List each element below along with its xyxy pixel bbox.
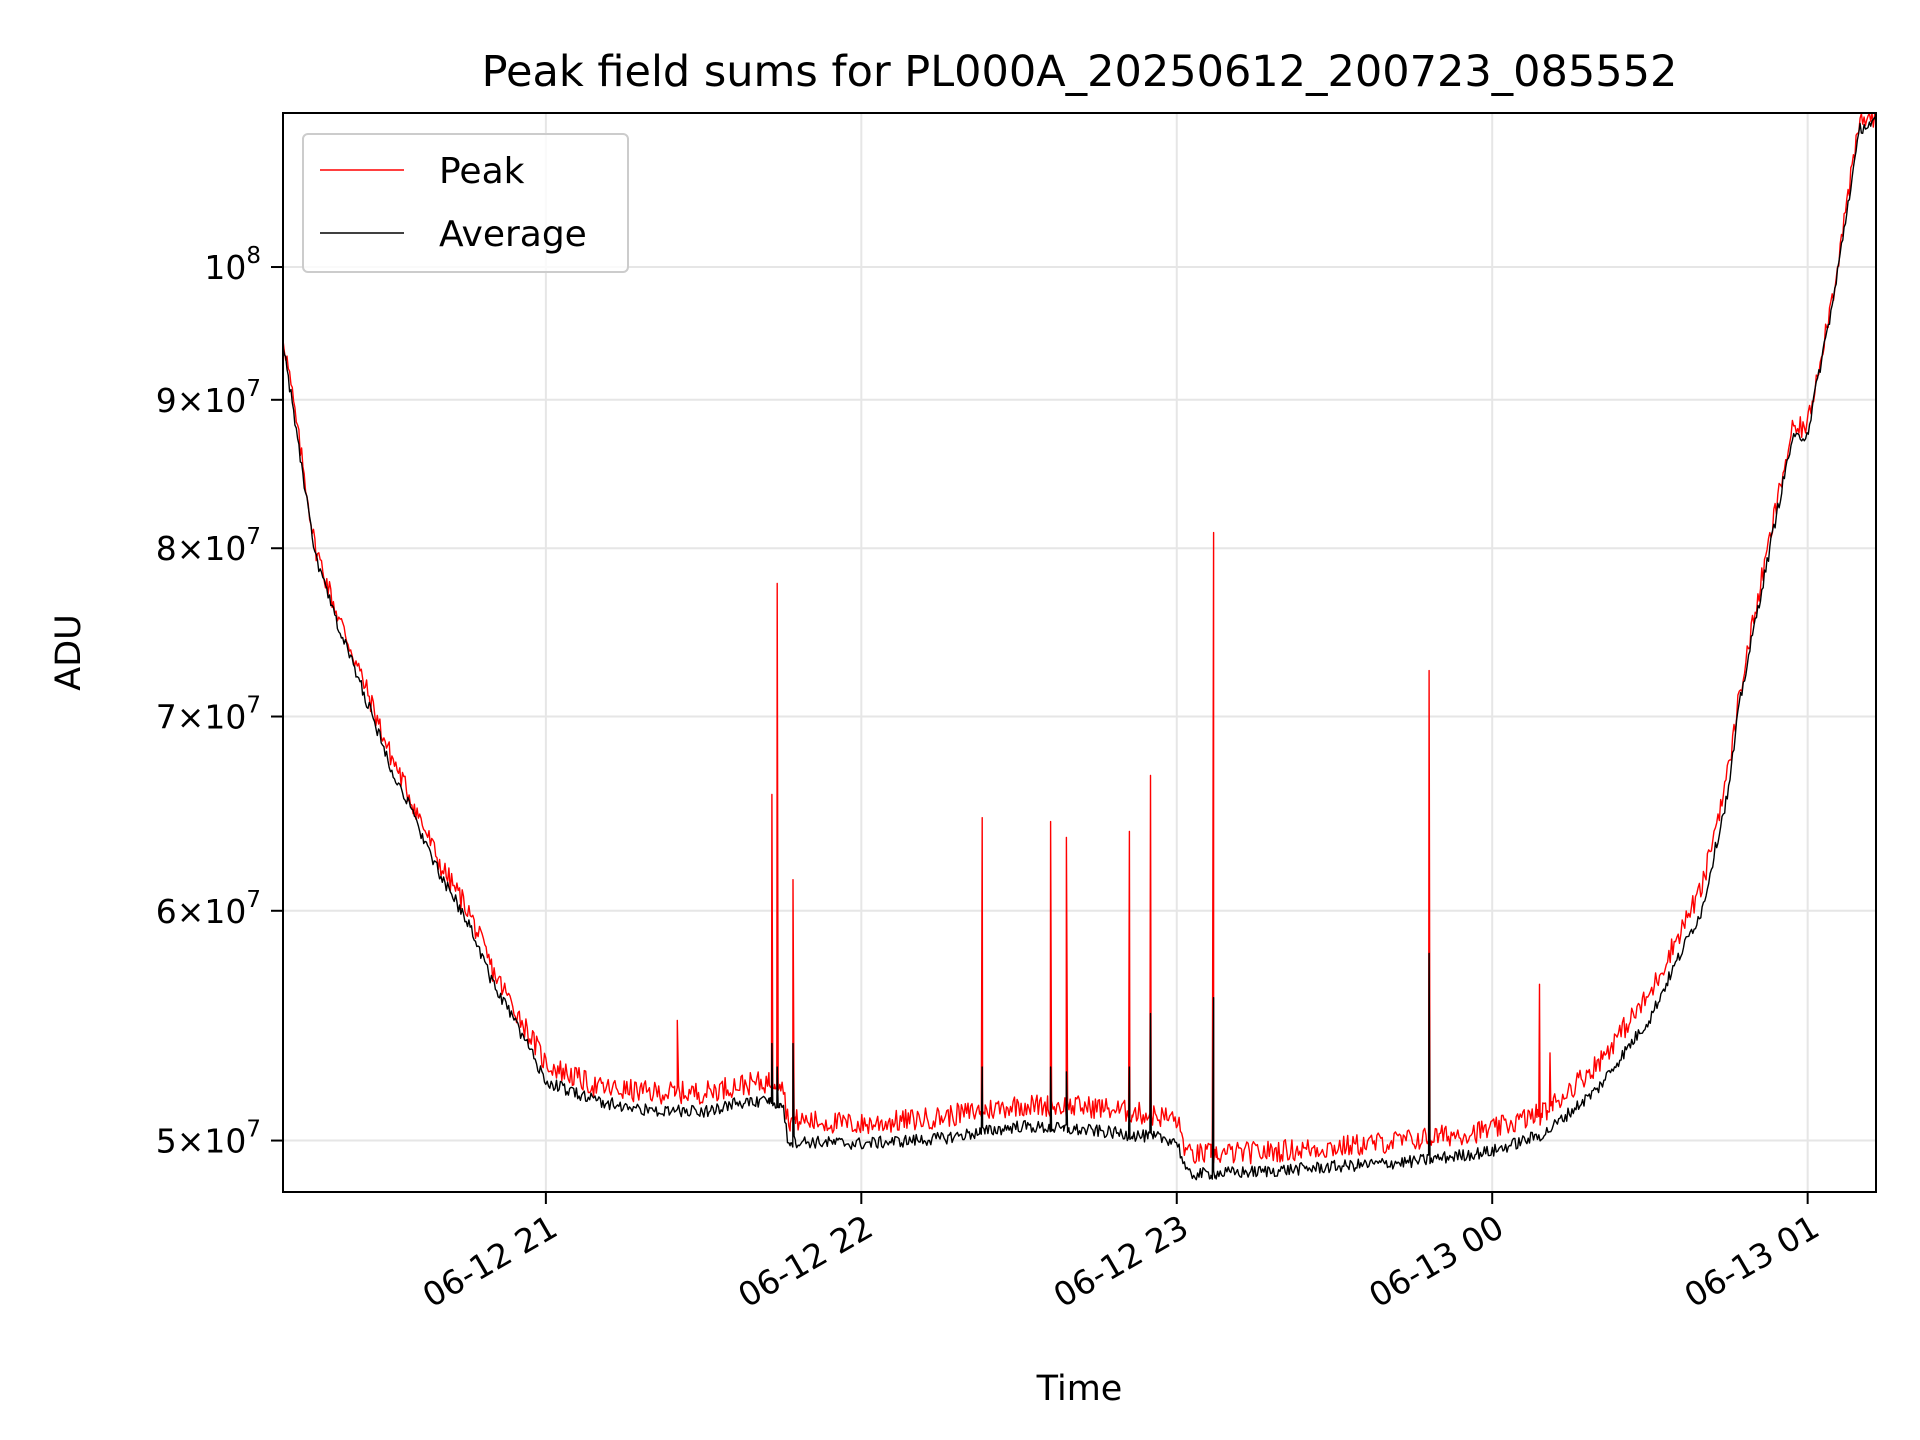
legend: Peak Average <box>302 133 629 273</box>
y-tick-label: 108 <box>204 243 261 287</box>
series-line-peak <box>282 112 1877 1165</box>
x-axis-title: Time <box>1036 1369 1123 1409</box>
y-tick-label: 5×107 <box>156 1117 261 1161</box>
y-tick-label: 7×107 <box>156 693 261 737</box>
legend-label-average: Average <box>439 214 587 255</box>
y-axis-title: ADU <box>49 614 89 691</box>
y-tick-label: 6×107 <box>156 887 261 931</box>
legend-box <box>302 133 629 273</box>
y-tick-label: 8×107 <box>156 524 261 568</box>
series-layer <box>282 112 1877 1181</box>
y-tick-label: 9×107 <box>156 376 261 420</box>
plot-frame <box>282 112 1877 1193</box>
chart-title: Peak field sums for PL000A_20250612_2007… <box>482 47 1678 97</box>
series-line-average <box>282 116 1877 1181</box>
legend-label-peak: Peak <box>439 151 525 192</box>
